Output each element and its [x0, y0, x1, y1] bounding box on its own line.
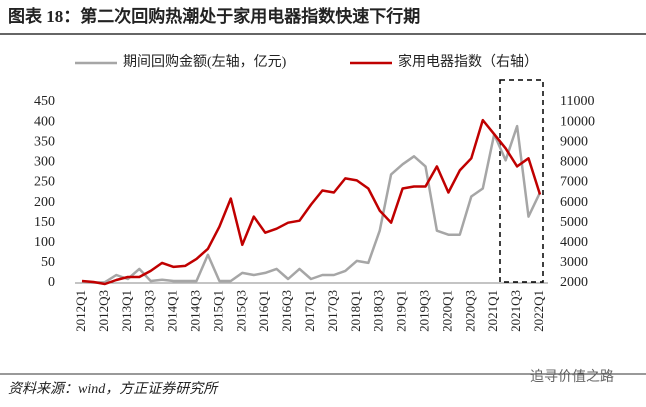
- x-tick-label: 2020Q1: [439, 290, 454, 332]
- series-line: [81, 118, 542, 286]
- y2-tick-label: 5000: [560, 215, 588, 230]
- chart-title: 图表 18：第二次回购热潮处于家用电器指数快速下行期: [8, 6, 420, 26]
- x-tick-label: 2015Q1: [210, 290, 225, 332]
- y-tick-label: 250: [34, 175, 55, 190]
- y2-tick-label: 6000: [560, 195, 588, 210]
- y2-tick-label: 11000: [560, 94, 594, 109]
- y-tick-label: 450: [34, 94, 55, 109]
- x-tick-label: 2019Q1: [394, 290, 409, 332]
- y-tick-label: 200: [34, 195, 55, 210]
- x-tick-label: 2016Q3: [279, 290, 294, 332]
- highlight-box: [499, 79, 544, 283]
- y-tick-label: 0: [48, 275, 55, 290]
- y2-tick-label: 3000: [560, 255, 588, 270]
- legend-label: 家用电器指数（右轴）: [398, 53, 538, 70]
- y2-tick-label: 4000: [560, 235, 588, 250]
- x-tick-label: 2014Q1: [165, 290, 180, 332]
- y2-tick-label: 10000: [560, 114, 595, 129]
- y2-tick-label: 7000: [560, 175, 588, 190]
- y-tick-label: 400: [34, 114, 55, 129]
- x-tick-label: 2018Q3: [371, 290, 386, 332]
- y-tick-label: 150: [34, 215, 55, 230]
- y-tick-label: 50: [41, 255, 55, 270]
- x-tick-label: 2017Q3: [325, 290, 340, 332]
- x-tick-label: 2021Q1: [485, 290, 500, 332]
- x-tick-label: 2012Q3: [96, 290, 111, 332]
- x-tick-label: 2012Q1: [73, 290, 88, 332]
- legend-label: 期间回购金额(左轴，亿元): [123, 54, 287, 70]
- x-tick-label: 2022Q1: [531, 290, 546, 332]
- y2-tick-label: 9000: [560, 134, 588, 149]
- x-tick-label: 2019Q3: [416, 290, 431, 332]
- y-tick-label: 300: [34, 155, 55, 170]
- x-tick-label: 2016Q1: [256, 290, 271, 332]
- x-tick-label: 2013Q1: [119, 290, 134, 332]
- x-tick-label: 2014Q3: [187, 290, 202, 332]
- x-tick-label: 2020Q3: [462, 290, 477, 332]
- series-line: [81, 124, 542, 284]
- y2-tick-label: 2000: [560, 275, 588, 290]
- x-tick-label: 2018Q1: [348, 290, 363, 332]
- source: 资料来源：wind，方正证券研究所: [8, 381, 219, 397]
- watermark: 追寻价值之路: [530, 369, 614, 385]
- x-tick-label: 2013Q3: [142, 290, 157, 332]
- y-tick-label: 350: [34, 134, 55, 149]
- y-tick-label: 100: [34, 235, 55, 250]
- x-tick-label: 2017Q1: [302, 290, 317, 332]
- y2-tick-label: 8000: [560, 155, 588, 170]
- x-tick-label: 2015Q3: [233, 290, 248, 332]
- x-tick-label: 2021Q3: [508, 290, 523, 332]
